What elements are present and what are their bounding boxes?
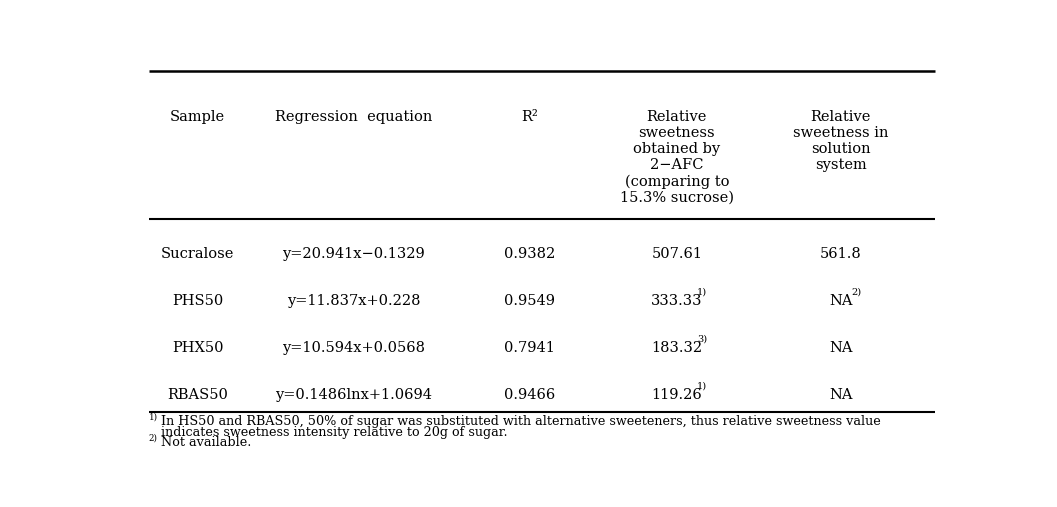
- Text: y=0.1486lnx+1.0694: y=0.1486lnx+1.0694: [275, 388, 432, 402]
- Text: 2): 2): [852, 288, 861, 297]
- Text: Not available.: Not available.: [161, 436, 252, 449]
- Text: PHX50: PHX50: [172, 341, 223, 355]
- Text: PHS50: PHS50: [172, 294, 223, 308]
- Text: NA: NA: [829, 388, 852, 402]
- Text: 561.8: 561.8: [820, 247, 861, 261]
- Text: indicates sweetness intensity relative to 20g of sugar.: indicates sweetness intensity relative t…: [161, 426, 507, 439]
- Text: 119.26: 119.26: [651, 388, 702, 402]
- Text: 0.9382: 0.9382: [504, 247, 555, 261]
- Text: 1): 1): [697, 288, 707, 297]
- Text: 2): 2): [148, 433, 157, 443]
- Text: R²: R²: [521, 110, 538, 124]
- Text: 0.9466: 0.9466: [504, 388, 555, 402]
- Text: y=11.837x+0.228: y=11.837x+0.228: [286, 294, 420, 308]
- Text: Relative
sweetness in
solution
system: Relative sweetness in solution system: [793, 110, 889, 172]
- Text: 0.7941: 0.7941: [504, 341, 555, 355]
- Text: 3): 3): [697, 335, 707, 344]
- Text: 1): 1): [148, 412, 157, 421]
- Text: NA: NA: [829, 294, 852, 308]
- Text: 0.9549: 0.9549: [504, 294, 555, 308]
- Text: NA: NA: [829, 341, 852, 355]
- Text: 1): 1): [697, 382, 707, 390]
- Text: 507.61: 507.61: [651, 247, 702, 261]
- Text: Regression  equation: Regression equation: [275, 110, 432, 124]
- Text: Sucralose: Sucralose: [161, 247, 235, 261]
- Text: Relative
sweetness
obtained by
2−AFC
(comparing to
15.3% sucrose): Relative sweetness obtained by 2−AFC (co…: [619, 110, 734, 205]
- Text: 333.33: 333.33: [651, 294, 703, 308]
- Text: y=20.941x−0.1329: y=20.941x−0.1329: [282, 247, 425, 261]
- Text: RBAS50: RBAS50: [167, 388, 228, 402]
- Text: 183.32: 183.32: [651, 341, 703, 355]
- Text: In HS50 and RBAS50, 50% of sugar was substituted with alternative sweeteners, th: In HS50 and RBAS50, 50% of sugar was sub…: [161, 415, 880, 428]
- Text: y=10.594x+0.0568: y=10.594x+0.0568: [282, 341, 425, 355]
- Text: Sample: Sample: [170, 110, 225, 124]
